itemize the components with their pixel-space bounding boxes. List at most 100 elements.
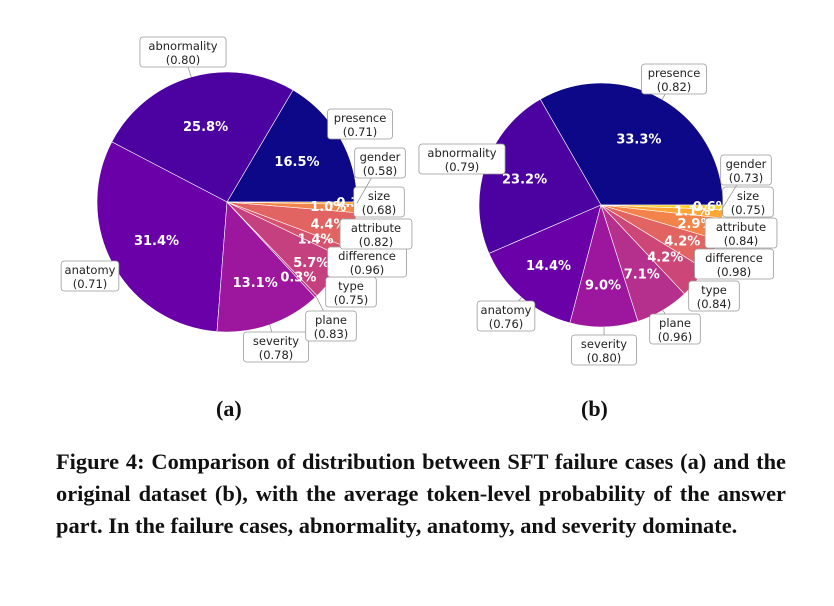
slice-label-anatomy: anatomy(0.76) bbox=[476, 300, 536, 332]
slice-percent-plane: 0.3% bbox=[280, 271, 316, 286]
slice-percent-severity: 13.1% bbox=[233, 276, 278, 291]
label-box-gender bbox=[720, 154, 772, 186]
slice-percent-anatomy: 14.4% bbox=[526, 259, 571, 274]
label-prob-abnormality: (0.80) bbox=[166, 53, 201, 67]
label-prob-presence: (0.82) bbox=[657, 80, 692, 94]
label-name-anatomy: anatomy bbox=[65, 263, 116, 277]
slice-label-presence: presence(0.71) bbox=[327, 108, 393, 140]
label-box-size bbox=[722, 186, 774, 218]
slice-label-abnormality: abnormality(0.79) bbox=[418, 143, 506, 175]
label-box-presence bbox=[327, 108, 393, 140]
label-name-presence: presence bbox=[334, 111, 387, 125]
panel-label-a: (a) bbox=[216, 396, 242, 421]
label-name-type: type bbox=[701, 283, 727, 297]
label-name-gender: gender bbox=[726, 157, 767, 171]
label-box-anatomy bbox=[60, 260, 120, 292]
figure-caption: Figure 4: Comparison of distribution bet… bbox=[56, 449, 786, 538]
slice-label-attribute: attribute(0.84) bbox=[704, 217, 778, 249]
label-name-difference: difference bbox=[705, 251, 763, 265]
label-prob-plane: (0.96) bbox=[658, 330, 693, 344]
label-prob-size: (0.75) bbox=[731, 203, 766, 217]
label-prob-plane: (0.83) bbox=[314, 327, 349, 341]
label-prob-anatomy: (0.71) bbox=[73, 277, 108, 291]
label-box-severity bbox=[571, 334, 637, 366]
label-box-gender bbox=[354, 147, 406, 179]
label-prob-type: (0.75) bbox=[334, 293, 369, 307]
label-prob-severity: (0.80) bbox=[587, 351, 622, 365]
label-name-size: size bbox=[368, 189, 390, 203]
label-box-abnormality bbox=[418, 143, 506, 175]
slice-label-plane: plane(0.96) bbox=[649, 313, 701, 345]
label-box-size bbox=[353, 186, 405, 218]
label-name-presence: presence bbox=[648, 66, 701, 80]
label-box-severity bbox=[243, 331, 309, 363]
label-name-plane: plane bbox=[315, 313, 347, 327]
pie-charts: 16.5% 25.8% 31.4% 13.1% 0.3%5.7% 1.4%4.4% 1.0%… bbox=[60, 36, 778, 366]
label-name-abnormality: abnormality bbox=[427, 146, 496, 160]
label-name-difference: difference bbox=[338, 249, 396, 263]
pie-slice-severity bbox=[216, 201, 316, 333]
slice-percent-gender: 0.6% bbox=[693, 200, 729, 215]
slice-percent-abnormality: 23.2% bbox=[502, 173, 547, 188]
label-name-abnormality: abnormality bbox=[148, 39, 217, 53]
label-box-attribute bbox=[704, 217, 778, 249]
slice-percent-size: 1.1% bbox=[674, 205, 710, 220]
pie-slice-abnormality bbox=[111, 71, 294, 203]
slice-label-presence: presence(0.82) bbox=[641, 63, 707, 95]
slice-label-severity: severity(0.78) bbox=[243, 331, 309, 363]
slice-label-plane: plane(0.83) bbox=[305, 310, 357, 342]
slice-percent-attribute: 2.9% bbox=[677, 217, 713, 232]
pie-chart-a: 16.5% 25.8% 31.4% 13.1% 0.3%5.7% 1.4%4.4% 1.0%… bbox=[60, 36, 413, 363]
label-box-anatomy bbox=[476, 300, 536, 332]
panel-label-b: (b) bbox=[581, 396, 608, 421]
slice-percent-presence: 33.3% bbox=[616, 133, 661, 148]
label-prob-presence: (0.71) bbox=[343, 125, 378, 139]
slice-label-difference: difference(0.96) bbox=[327, 246, 407, 278]
slice-label-severity: severity(0.80) bbox=[571, 334, 637, 366]
slice-label-gender: gender(0.58) bbox=[354, 147, 406, 179]
pie-chart-b: 33.3% 23.2% 14.4% 9.0%7.1% 4.2%4.2% 2.9%1.1%0… bbox=[418, 63, 778, 366]
slice-percent-anatomy: 31.4% bbox=[134, 234, 179, 249]
label-prob-difference: (0.98) bbox=[717, 265, 752, 279]
label-name-type: type bbox=[338, 279, 364, 293]
slice-percent-attribute: 4.4% bbox=[310, 218, 346, 233]
label-name-attribute: attribute bbox=[351, 221, 401, 235]
slice-label-type: type(0.75) bbox=[325, 276, 377, 308]
slice-percent-severity: 9.0% bbox=[585, 278, 621, 293]
label-name-gender: gender bbox=[360, 150, 401, 164]
label-prob-anatomy: (0.76) bbox=[489, 317, 524, 331]
slice-percent-size: 1.0% bbox=[310, 200, 346, 215]
label-box-presence bbox=[641, 63, 707, 95]
slice-label-attribute: attribute(0.82) bbox=[339, 218, 413, 250]
label-box-plane bbox=[649, 313, 701, 345]
label-box-type bbox=[688, 280, 740, 312]
label-prob-gender: (0.58) bbox=[363, 164, 398, 178]
slice-label-difference: difference(0.98) bbox=[694, 248, 774, 280]
label-box-plane bbox=[305, 310, 357, 342]
label-prob-severity: (0.78) bbox=[259, 348, 294, 362]
label-name-plane: plane bbox=[659, 316, 691, 330]
slice-percent-type: 4.2% bbox=[647, 250, 683, 265]
label-box-attribute bbox=[339, 218, 413, 250]
slice-label-size: size(0.75) bbox=[722, 186, 774, 218]
slice-percent-presence: 16.5% bbox=[274, 155, 319, 170]
label-box-difference bbox=[694, 248, 774, 280]
slice-label-abnormality: abnormality(0.80) bbox=[139, 36, 227, 68]
label-prob-attribute: (0.82) bbox=[359, 235, 394, 249]
slice-percent-abnormality: 25.8% bbox=[183, 120, 228, 135]
label-prob-size: (0.68) bbox=[362, 203, 397, 217]
label-prob-type: (0.84) bbox=[697, 297, 732, 311]
label-prob-gender: (0.73) bbox=[729, 171, 764, 185]
label-prob-abnormality: (0.79) bbox=[445, 160, 480, 174]
slice-label-type: type(0.84) bbox=[688, 280, 740, 312]
label-name-severity: severity bbox=[253, 334, 299, 348]
label-box-abnormality bbox=[139, 36, 227, 68]
slice-label-anatomy: anatomy(0.71) bbox=[60, 260, 120, 292]
slice-label-size: size(0.68) bbox=[353, 186, 405, 218]
label-name-anatomy: anatomy bbox=[481, 303, 532, 317]
label-name-attribute: attribute bbox=[716, 220, 766, 234]
slice-percent-plane: 7.1% bbox=[624, 267, 660, 282]
label-name-severity: severity bbox=[581, 337, 627, 351]
slice-percent-difference: 4.2% bbox=[664, 234, 700, 249]
slice-label-gender: gender(0.73) bbox=[720, 154, 772, 186]
